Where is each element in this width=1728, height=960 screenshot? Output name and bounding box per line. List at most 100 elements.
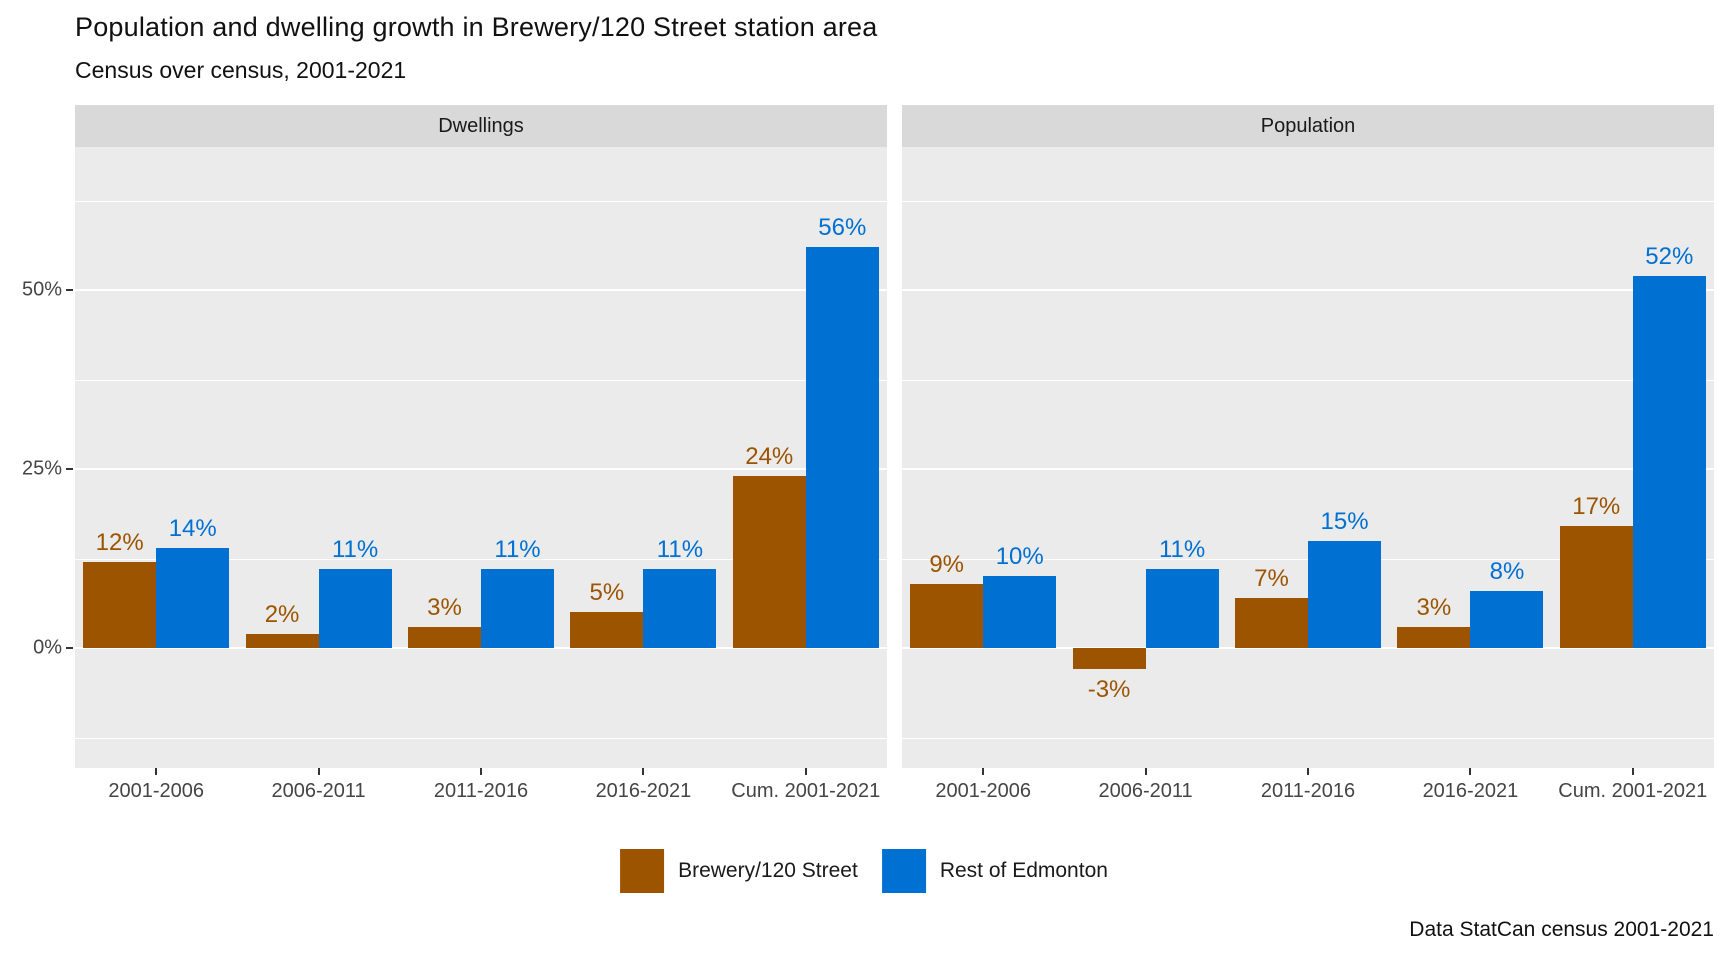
bar-brewery	[732, 476, 806, 648]
minor-gridline	[75, 737, 887, 739]
y-axis-label: 25%	[21, 457, 62, 480]
x-axis-tick	[982, 768, 985, 775]
bar-value-label: 52%	[1645, 242, 1694, 270]
chart-title: Population and dwelling growth in Brewer…	[75, 12, 878, 42]
bar-value-label: 9%	[929, 550, 965, 578]
bar-rest-of-edmonton	[1308, 540, 1382, 648]
facet-strip-label: Dwellings	[438, 114, 524, 137]
x-axis-dwellings: 2001-2006 2006-2011 2011-2016 2016-2021 Cum.…	[75, 768, 887, 824]
bar-rest-of-edmonton	[983, 576, 1057, 648]
minor-gridline	[902, 200, 1714, 202]
facet-dwellings: Dwellings 12% 14% 2% 11% 3% 11% 5% 11% 24% 56% 20…	[75, 105, 887, 824]
bar-rest-of-edmonton	[156, 547, 230, 648]
legend-label-brewery: Brewery/120 Street	[678, 859, 858, 882]
bar-brewery	[1072, 648, 1146, 670]
minor-gridline	[75, 558, 887, 560]
bar-value-label: 56%	[818, 214, 867, 242]
x-axis-tick	[155, 768, 158, 775]
x-axis-label: Cum. 2001-2021	[731, 780, 881, 802]
facet-strip-population: Population	[902, 105, 1714, 147]
legend: Brewery/120 Street Rest of Edmonton	[620, 849, 1108, 893]
bar-value-label: 15%	[1320, 507, 1369, 535]
y-axis: 50% 25% 0%	[0, 147, 75, 768]
major-gridline	[902, 289, 1714, 291]
x-axis-population: 2001-2006 2006-2011 2011-2016 2016-2021 Cum.…	[902, 768, 1714, 824]
bar-value-label: 10%	[995, 543, 1044, 571]
bar-value-label: 5%	[589, 579, 625, 607]
legend-swatch-brewery	[620, 849, 665, 893]
bar-rest-of-edmonton	[805, 247, 879, 648]
plot-panel-population: 9% 10% -3% 11% 7% 15% 3% 8% 17% 52%	[902, 147, 1714, 768]
y-axis-label: 0%	[33, 636, 62, 659]
x-axis-label: 2016-2021	[1422, 780, 1519, 802]
bar-value-label: 11%	[1158, 536, 1206, 564]
legend-swatch-rest-of-edmonton	[881, 849, 926, 893]
x-axis-label: 2011-2016	[433, 780, 529, 802]
legend-item-rest-of-edmonton: Rest of Edmonton	[881, 849, 1108, 893]
bar-value-label: 14%	[168, 514, 217, 542]
bar-value-label: 3%	[427, 593, 462, 621]
x-axis-label: 2016-2021	[595, 780, 692, 802]
bar-value-label: 8%	[1489, 557, 1525, 585]
major-gridline	[75, 289, 887, 291]
bar-brewery	[245, 633, 319, 648]
bar-value-label: 12%	[95, 529, 144, 557]
plot-panel-dwellings: 12% 14% 2% 11% 3% 11% 5% 11% 24% 56%	[75, 147, 887, 768]
major-gridline	[902, 647, 1714, 649]
x-axis-tick	[480, 768, 482, 775]
bar-rest-of-edmonton	[481, 569, 555, 648]
x-axis-tick	[642, 768, 645, 775]
bar-brewery	[83, 562, 157, 648]
x-axis-tick	[1144, 768, 1147, 775]
bar-value-label: 11%	[494, 536, 541, 564]
bar-value-label: 3%	[1416, 593, 1452, 621]
bar-rest-of-edmonton	[643, 569, 717, 648]
x-axis-tick	[317, 768, 320, 775]
bar-value-label: 7%	[1254, 564, 1289, 592]
bar-brewery	[910, 583, 984, 648]
bar-brewery	[1559, 526, 1633, 648]
x-axis-label: 2006-2011	[271, 780, 366, 802]
x-axis-label: 2001-2006	[108, 780, 205, 802]
x-axis-label: 2001-2006	[935, 780, 1032, 802]
x-axis-tick	[1469, 768, 1472, 775]
bar-value-label: 17%	[1572, 493, 1621, 521]
x-axis-tick	[1307, 768, 1309, 775]
bar-brewery	[1234, 597, 1308, 648]
bar-value-label: 11%	[331, 536, 379, 564]
major-gridline	[75, 468, 887, 470]
facet-population: Population 9% 10% -3% 11% 7% 15% 3% 8% 17% 52% 20…	[902, 105, 1714, 824]
chart-subtitle: Census over census, 2001-2021	[75, 57, 407, 83]
bar-rest-of-edmonton	[318, 569, 392, 648]
y-axis-tick	[66, 647, 73, 649]
bar-brewery	[407, 626, 481, 648]
legend-item-brewery: Brewery/120 Street	[620, 849, 858, 893]
major-gridline	[902, 468, 1714, 470]
facet-strip-label: Population	[1260, 114, 1356, 137]
minor-gridline	[75, 200, 887, 202]
bar-brewery	[1397, 626, 1471, 648]
bar-value-label: -3%	[1087, 676, 1131, 704]
x-axis-label: 2011-2016	[1260, 780, 1356, 802]
bar-value-label: 24%	[745, 443, 794, 471]
bar-value-label: 2%	[264, 600, 300, 628]
bar-rest-of-edmonton	[1470, 590, 1544, 648]
x-axis-tick	[1631, 768, 1634, 775]
facet-strip-dwellings: Dwellings	[75, 105, 887, 147]
x-axis-label: 2006-2011	[1098, 780, 1193, 802]
minor-gridline	[902, 379, 1714, 381]
legend-label-rest-of-edmonton: Rest of Edmonton	[939, 859, 1108, 882]
bar-rest-of-edmonton	[1632, 275, 1706, 648]
bar-value-label: 11%	[656, 536, 704, 564]
y-axis-tick	[66, 468, 73, 470]
minor-gridline	[75, 379, 887, 381]
y-axis-label: 50%	[21, 278, 62, 301]
bar-rest-of-edmonton	[1145, 569, 1219, 648]
x-axis-label: Cum. 2001-2021	[1558, 780, 1708, 802]
x-axis-tick	[804, 768, 807, 775]
bar-brewery	[570, 612, 644, 648]
minor-gridline	[902, 737, 1714, 739]
y-axis-tick	[66, 289, 73, 291]
chart-caption: Data StatCan census 2001-2021	[1409, 918, 1714, 941]
